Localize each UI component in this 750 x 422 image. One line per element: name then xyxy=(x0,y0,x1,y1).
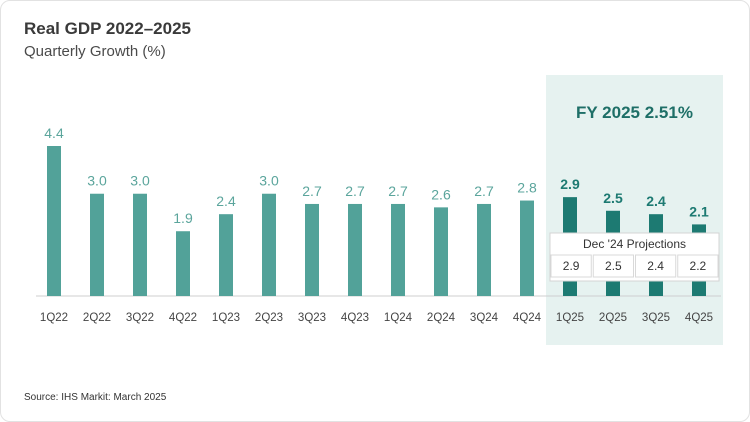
x-tick-1Q25: 1Q25 xyxy=(556,312,584,324)
value-label-4Q24: 2.8 xyxy=(517,180,537,196)
value-label-4Q25: 2.1 xyxy=(689,203,709,219)
value-label-3Q24: 2.7 xyxy=(474,183,494,199)
bar-4Q23 xyxy=(348,203,362,296)
bar-1Q22 xyxy=(47,146,61,296)
fy-2025-annotation: FY 2025 2.51% xyxy=(576,103,693,122)
chart-subtitle: Quarterly Growth (%) xyxy=(24,43,166,60)
value-label-3Q23: 2.7 xyxy=(302,183,322,199)
value-label-2Q24: 2.6 xyxy=(431,186,451,202)
x-tick-4Q23: 4Q23 xyxy=(341,312,369,324)
x-tick-3Q22: 3Q22 xyxy=(126,312,154,324)
x-tick-1Q24: 1Q24 xyxy=(384,312,413,324)
x-tick-3Q25: 3Q25 xyxy=(642,312,670,324)
bar-3Q24 xyxy=(477,203,491,296)
projection-cell-4 xyxy=(677,254,719,278)
bar-4Q22 xyxy=(176,231,190,296)
x-tick-2Q22: 2Q22 xyxy=(83,312,111,324)
bar-3Q22 xyxy=(133,193,147,296)
bar-1Q24 xyxy=(391,203,405,296)
value-label-4Q22: 1.9 xyxy=(173,210,193,226)
value-label-1Q23: 2.4 xyxy=(216,193,236,209)
x-tick-2Q23: 2Q23 xyxy=(255,312,283,324)
x-tick-2Q24: 2Q24 xyxy=(427,312,456,324)
value-label-2Q22: 3.0 xyxy=(87,173,107,189)
x-tick-1Q23: 1Q23 xyxy=(212,312,240,324)
source-note: Source: IHS Markit: March 2025 xyxy=(24,392,167,403)
x-tick-4Q24: 4Q24 xyxy=(513,312,542,324)
projection-cell-3 xyxy=(635,254,677,278)
projection-value-4Q25: 2.2 xyxy=(690,259,707,273)
projection-cell-2 xyxy=(592,254,634,278)
value-label-1Q24: 2.7 xyxy=(388,183,408,199)
bar-3Q23 xyxy=(305,203,319,296)
value-label-2Q23: 3.0 xyxy=(259,173,279,189)
x-tick-4Q22: 4Q22 xyxy=(169,312,197,324)
value-label-2Q25: 2.5 xyxy=(603,190,623,206)
value-label-1Q22: 4.4 xyxy=(44,125,64,141)
x-tick-3Q23: 3Q23 xyxy=(298,312,326,324)
projection-value-3Q25: 2.4 xyxy=(647,259,664,273)
projection-value-1Q25: 2.9 xyxy=(563,259,580,273)
projection-value-2Q25: 2.5 xyxy=(605,259,622,273)
value-label-1Q25: 2.9 xyxy=(560,176,580,192)
bar-1Q23 xyxy=(219,214,233,296)
value-label-3Q22: 3.0 xyxy=(130,173,150,189)
chart-title: Real GDP 2022–2025 xyxy=(24,19,191,38)
value-label-3Q25: 2.4 xyxy=(646,193,666,209)
value-label-4Q23: 2.7 xyxy=(345,183,365,199)
bar-2Q23 xyxy=(262,193,276,296)
x-tick-2Q25: 2Q25 xyxy=(599,312,627,324)
x-tick-4Q25: 4Q25 xyxy=(685,312,713,324)
bar-2Q22 xyxy=(90,193,104,296)
x-tick-3Q24: 3Q24 xyxy=(470,312,499,324)
projections-title: Dec '24 Projections xyxy=(583,237,686,251)
bar-2Q24 xyxy=(434,207,448,296)
bar-4Q24 xyxy=(520,200,534,296)
projection-cell-1 xyxy=(550,254,592,278)
x-tick-1Q22: 1Q22 xyxy=(40,312,68,324)
